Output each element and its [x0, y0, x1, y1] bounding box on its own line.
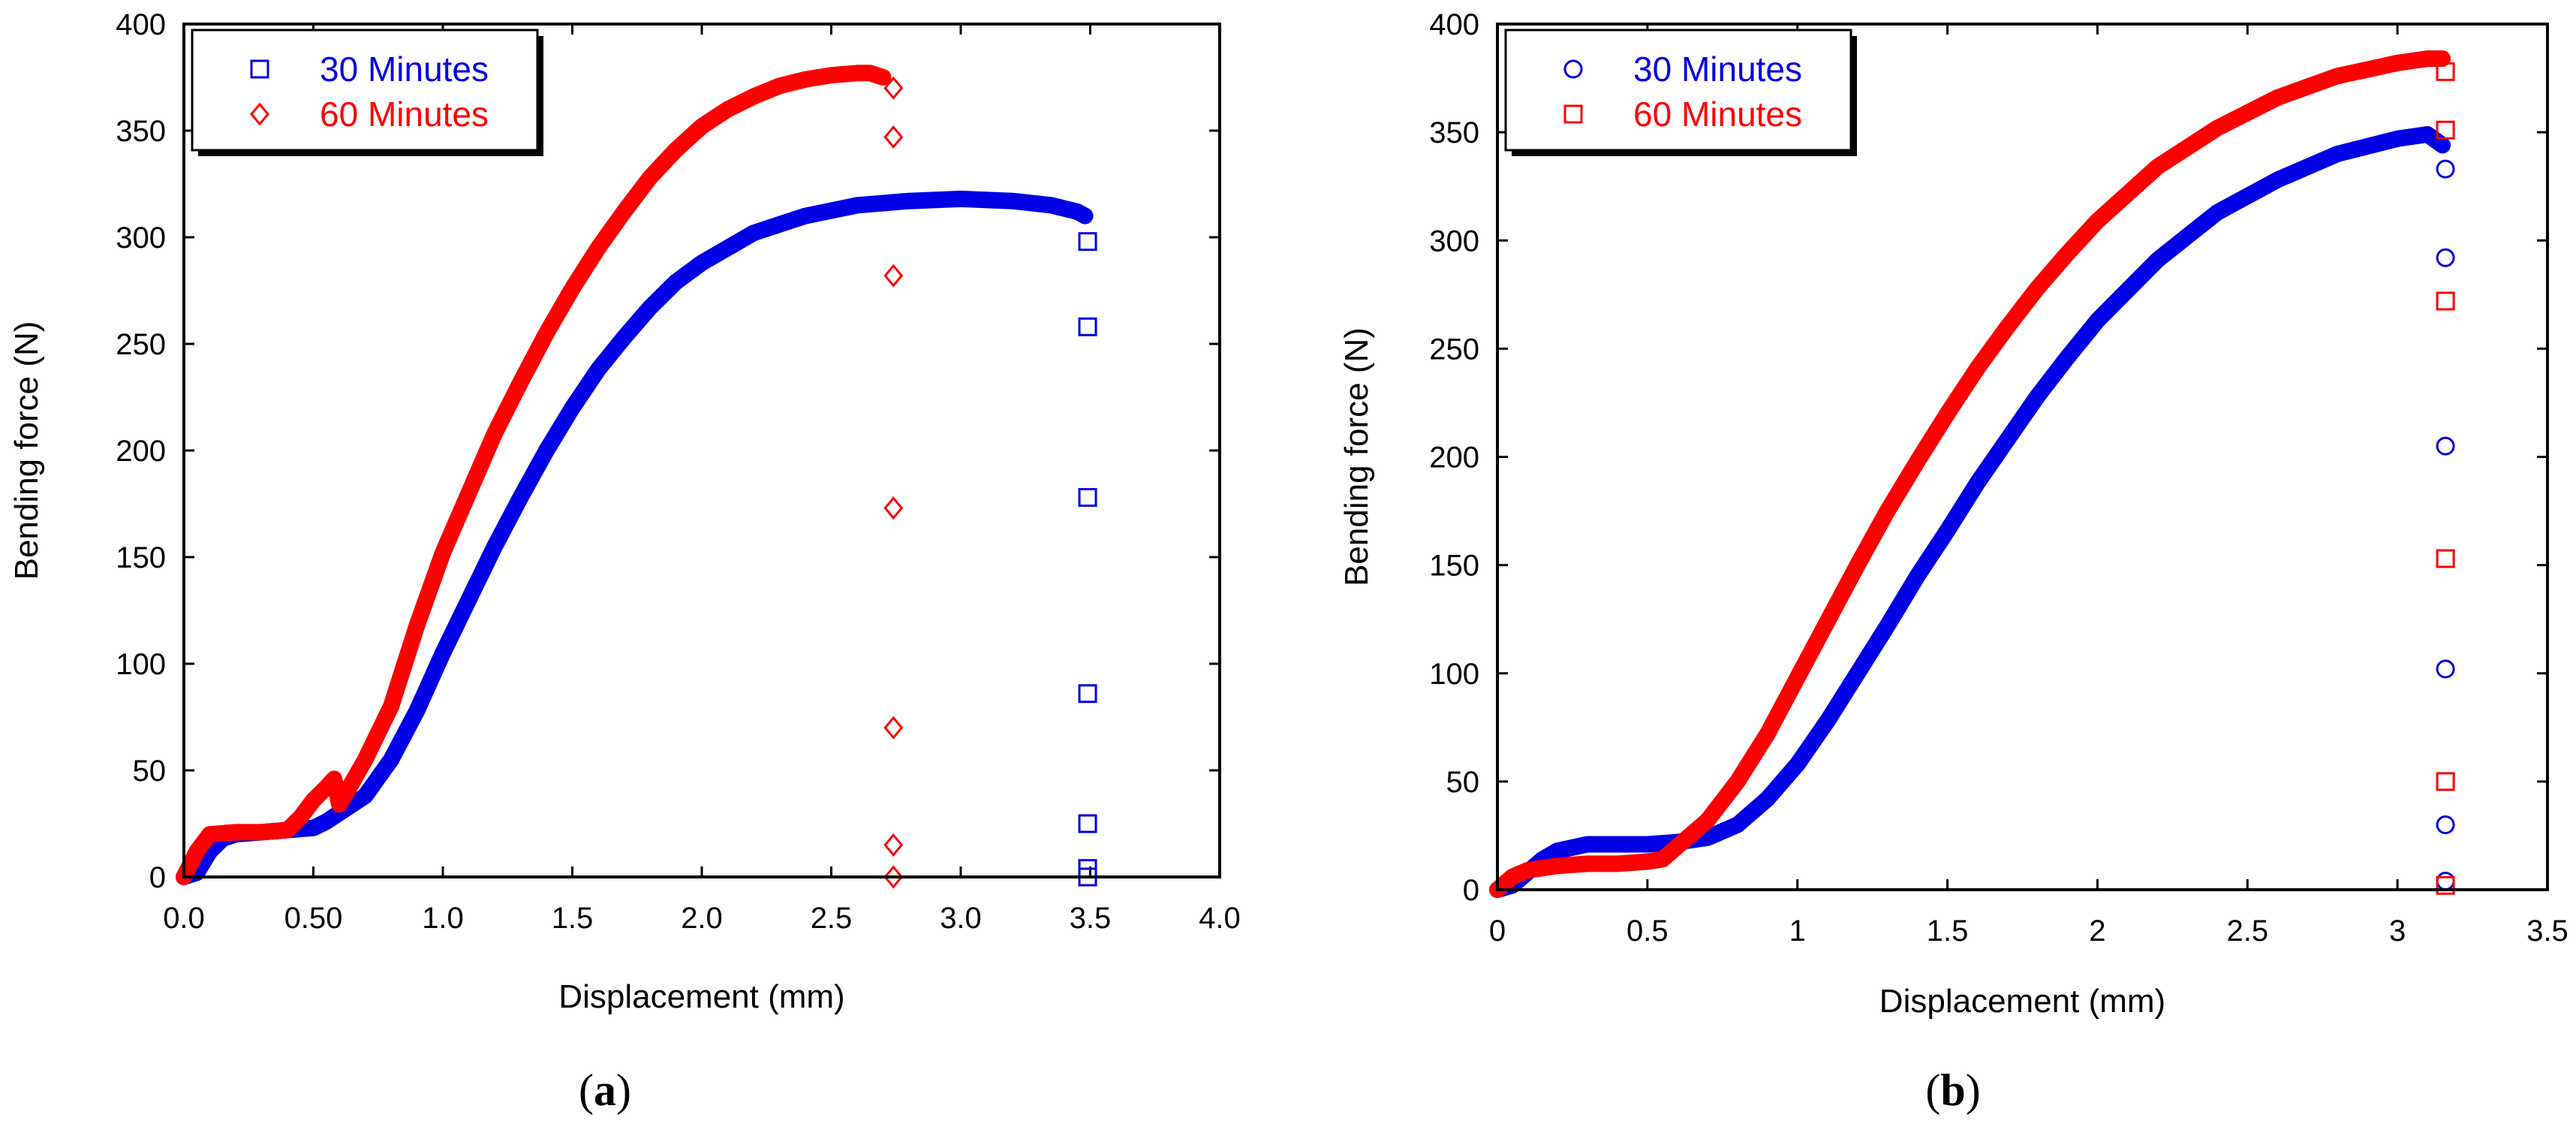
x-tick-label: 0.50	[284, 902, 343, 935]
drop-markers-b	[2436, 62, 2455, 895]
drop-marker-30min	[2436, 871, 2455, 890]
legend-a: 30 Minutes 60 Minutes	[191, 29, 543, 156]
data-curves-b	[1489, 50, 2451, 898]
chart-panel-b: 0 0.5 1 1.5 2 2.5 3 3.5 0 50 100 150 200 250 300 350 40…	[1338, 8, 2568, 1115]
legend-box-b	[1504, 29, 1852, 152]
x-tick-label: 1.5	[552, 902, 594, 935]
drop-marker-60min	[883, 496, 904, 520]
y-tick-label: 200	[1429, 441, 1479, 475]
plot-frame-a	[182, 23, 1221, 878]
legend-label-60min-a: 60 Minutes	[320, 95, 489, 134]
drop-marker-30min	[2436, 159, 2455, 179]
x-tick-label: 0.5	[1627, 915, 1669, 948]
legend-marker-shape	[250, 59, 269, 79]
y-axis-label-b: Bending force (N)	[1338, 327, 1375, 586]
legend-marker-30min-a	[250, 59, 269, 79]
drop-marker-30min	[2436, 815, 2455, 835]
legend-label-30min-b: 30 Minutes	[1633, 50, 1802, 89]
x-tick-label: 0.0	[163, 902, 205, 935]
drop-marker-60min	[2436, 549, 2455, 568]
y-tick-label: 300	[116, 221, 166, 255]
y-tick-label: 350	[1429, 116, 1479, 149]
drop-marker-60min	[883, 865, 904, 889]
chart-panel-a: 0.0 0.50 1.0 1.5 2.0 2.5 3.0 3.5 4.0 0 50 100 150 20…	[8, 8, 1241, 1115]
x-tick-label: 1	[1789, 915, 1806, 948]
legend-marker-60min-b	[1563, 104, 1583, 124]
drop-marker-60min	[883, 833, 904, 857]
y-tick-labels-b: 0 50 100 150 200 250 300 350 400	[1429, 8, 1479, 907]
drop-marker-60min	[883, 76, 904, 100]
drop-marker-30min	[1078, 684, 1097, 704]
drop-marker-60min	[883, 125, 904, 149]
y-tick-label: 300	[1429, 224, 1479, 258]
panel-caption-a: (a)	[579, 1065, 631, 1115]
drop-marker-60min	[2436, 875, 2455, 895]
legend-marker-shape	[1563, 59, 1583, 79]
y-tick-label: 100	[116, 648, 166, 681]
drop-marker-30min	[1078, 814, 1097, 833]
x-tick-label: 2	[2089, 915, 2105, 948]
drop-marker-30min	[1078, 487, 1097, 507]
x-tick-label: 1.0	[422, 902, 464, 935]
legend-marker-shape	[250, 102, 269, 126]
legend-label-30min-a: 30 Minutes	[320, 50, 489, 89]
x-tick-label: 2.5	[2226, 915, 2268, 948]
legend-marker-60min-a	[250, 102, 269, 126]
y-tick-label: 0	[149, 861, 166, 894]
x-tick-labels-b: 0 0.5 1 1.5 2 2.5 3 3.5	[1489, 915, 2568, 948]
y-tick-label: 200	[116, 435, 166, 468]
data-curves-a	[176, 65, 1094, 885]
y-tick-label: 250	[116, 328, 166, 361]
x-tick-label: 4.0	[1199, 902, 1241, 935]
drop-marker-60min	[2436, 120, 2455, 140]
x-tick-label: 3.5	[2526, 915, 2568, 948]
panel-caption-b: (b)	[1925, 1065, 1980, 1115]
x-tick-label: 3.5	[1070, 902, 1112, 935]
drop-marker-30min	[1078, 317, 1097, 336]
x-axis-label-a: Displacement (mm)	[558, 978, 844, 1015]
series-curve-60min	[176, 65, 892, 885]
x-tick-label: 2.5	[811, 902, 853, 935]
y-tick-label: 150	[116, 541, 166, 574]
y-tick-label: 100	[1429, 658, 1479, 691]
x-tick-label: 1.5	[1927, 915, 1969, 948]
y-tick-label: 400	[116, 8, 166, 41]
legend-marker-30min-b	[1563, 59, 1583, 79]
drop-marker-60min	[2436, 772, 2455, 791]
drop-marker-30min	[2436, 248, 2455, 267]
y-tick-label: 250	[1429, 333, 1479, 366]
y-axis-label-a: Bending force (N)	[8, 321, 45, 580]
legend-label-60min-b: 60 Minutes	[1633, 95, 1802, 134]
y-tick-label: 50	[133, 755, 167, 788]
x-tick-label: 3.0	[940, 902, 982, 935]
drop-marker-30min	[1078, 232, 1097, 252]
x-tick-labels-a: 0.0 0.50 1.0 1.5 2.0 2.5 3.0 3.5 4.0	[163, 902, 1241, 935]
drop-marker-60min	[2436, 62, 2455, 81]
y-tick-label: 50	[1446, 766, 1480, 799]
x-tick-label: 3	[2389, 915, 2406, 948]
x-axis-label-b: Displacement (mm)	[1879, 983, 2165, 1020]
legend-b: 30 Minutes 60 Minutes	[1504, 29, 1857, 156]
drop-marker-30min	[2436, 436, 2455, 456]
y-tick-label: 350	[116, 115, 166, 148]
legend-marker-shape	[1563, 104, 1583, 124]
series-curve-30min	[1489, 126, 2451, 898]
y-tick-label: 150	[1429, 550, 1479, 583]
y-tick-label: 0	[1463, 874, 1479, 907]
drop-marker-30min	[2436, 659, 2455, 679]
legend-box-a	[191, 29, 539, 152]
x-tick-label: 2.0	[681, 902, 723, 935]
y-tick-label: 400	[1429, 8, 1479, 41]
drop-marker-60min	[2436, 291, 2455, 311]
drop-marker-60min	[883, 716, 904, 740]
series-curve-30min	[176, 190, 1094, 885]
plot-frame-b	[1496, 23, 2549, 891]
drop-marker-60min	[883, 264, 904, 288]
series-curve-60min	[1489, 50, 2451, 898]
y-tick-labels-a: 0 50 100 150 200 250 300 350 400	[116, 8, 166, 894]
x-tick-label: 0	[1489, 915, 1506, 948]
